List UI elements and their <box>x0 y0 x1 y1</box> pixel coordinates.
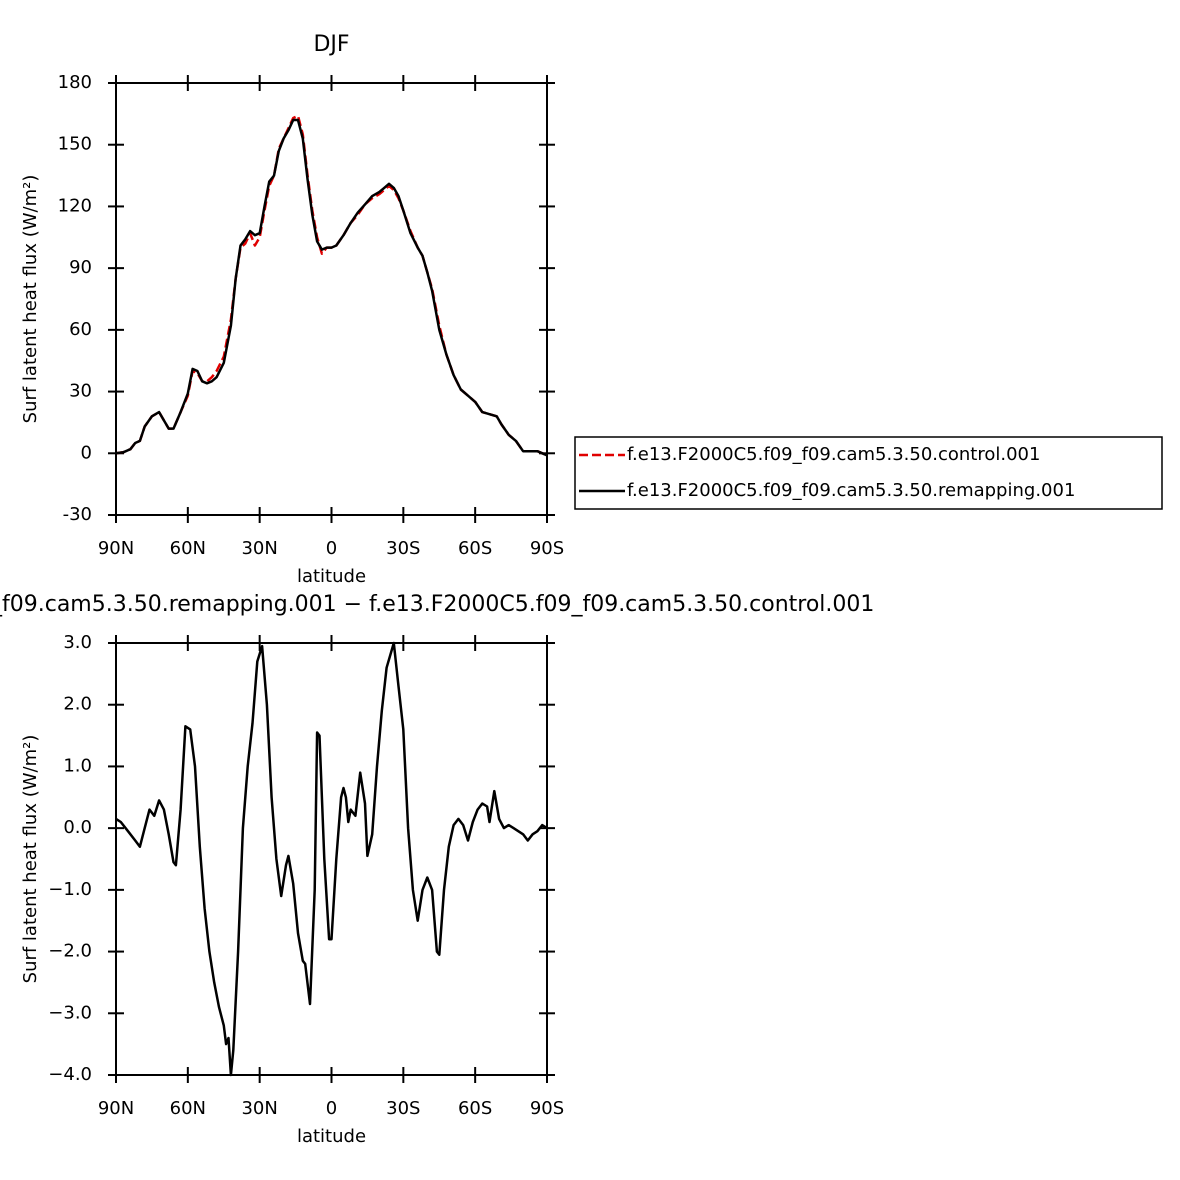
y-tick-label: 180 <box>58 72 92 93</box>
x-tick-label: 60N <box>170 1098 206 1119</box>
y-tick-label: 30 <box>69 381 92 402</box>
legend-box <box>574 436 1163 510</box>
y-tick-label: 90 <box>69 257 92 278</box>
x-tick-label: 90S <box>530 538 564 559</box>
y-axis-label: Surf latent heat flux (W/m²) <box>20 175 41 424</box>
y-tick-label: -30 <box>63 504 92 525</box>
y-axis-label: Surf latent heat flux (W/m²) <box>20 735 41 984</box>
y-tick-label: −1.0 <box>48 879 92 900</box>
y-tick-label: −4.0 <box>48 1064 92 1085</box>
x-tick-label: 30N <box>241 538 277 559</box>
y-tick-label: 0 <box>81 442 92 463</box>
x-axis-label: latitude <box>297 1126 366 1147</box>
x-tick-label: 60N <box>170 538 206 559</box>
x-tick-label: 90S <box>530 1098 564 1119</box>
x-tick-label: 30S <box>386 538 420 559</box>
y-tick-label: 0.0 <box>63 817 92 838</box>
data-line <box>115 114 548 457</box>
x-tick-label: 0 <box>326 538 337 559</box>
y-tick-label: 120 <box>58 195 92 216</box>
plot-frame <box>115 82 548 516</box>
y-tick-label: −2.0 <box>48 941 92 962</box>
plot-frame <box>115 642 548 1076</box>
data-line <box>115 118 548 457</box>
legend-label: f.e13.F2000C5.f09_f09.cam5.3.50.control.… <box>627 444 1040 465</box>
chart-title: f.e13.F2000C5.f09_f09.cam5.3.50.remappin… <box>0 592 874 617</box>
y-tick-label: 1.0 <box>63 755 92 776</box>
x-axis-label: latitude <box>297 566 366 587</box>
x-tick-label: 30S <box>386 1098 420 1119</box>
legend-label: f.e13.F2000C5.f09_f09.cam5.3.50.remappin… <box>627 480 1075 501</box>
y-tick-label: 60 <box>69 319 92 340</box>
y-tick-label: −3.0 <box>48 1002 92 1023</box>
x-tick-label: 90N <box>98 1098 134 1119</box>
y-tick-label: 2.0 <box>63 694 92 715</box>
x-tick-label: 60S <box>458 1098 492 1119</box>
x-tick-label: 60S <box>458 538 492 559</box>
y-tick-label: 150 <box>58 134 92 155</box>
x-tick-label: 30N <box>241 1098 277 1119</box>
y-tick-label: 3.0 <box>63 632 92 653</box>
x-tick-label: 90N <box>98 538 134 559</box>
x-tick-label: 0 <box>326 1098 337 1119</box>
data-line <box>115 641 548 1077</box>
chart-title: DJF <box>313 32 349 57</box>
